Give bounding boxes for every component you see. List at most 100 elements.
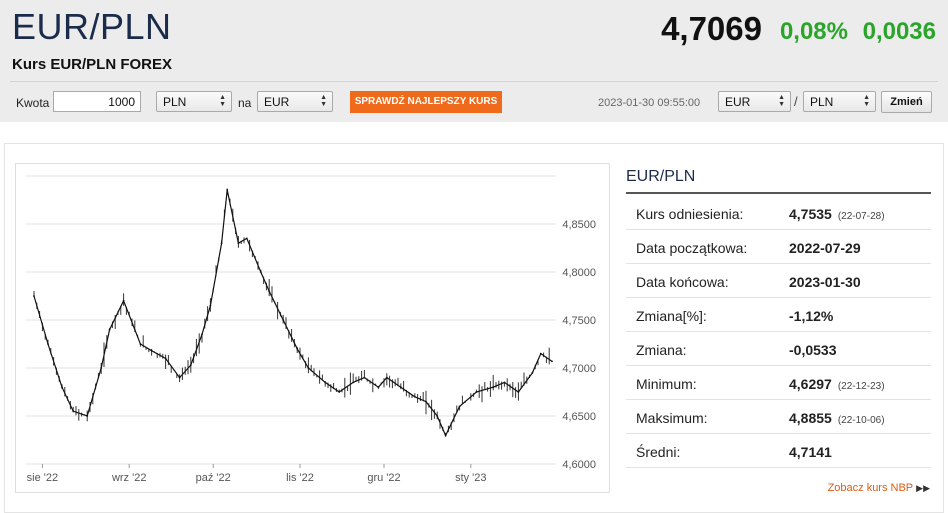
data-point — [296, 347, 299, 350]
page-subtitle: Kurs EUR/PLN FOREX — [12, 56, 173, 73]
stats-value-text: 4,6297 — [789, 376, 832, 392]
best-rate-button[interactable]: SPRAWDŹ NAJLEPSZY KURS — [350, 91, 502, 113]
pair-separator: / — [794, 94, 798, 109]
stats-label: Data początkowa: — [636, 240, 748, 256]
nbp-rate-link[interactable]: Zobacz kurs NBP ▶▶ — [828, 482, 930, 494]
data-point — [100, 367, 103, 369]
data-point — [164, 357, 167, 360]
x-tick-label: wrz '22 — [111, 472, 147, 484]
data-point — [259, 271, 262, 273]
data-point — [61, 386, 63, 389]
stats-title: EUR/PLN — [626, 168, 696, 185]
data-point — [237, 242, 240, 245]
nbp-link-text: Zobacz kurs NBP — [827, 482, 914, 494]
stats-value: 2023-01-30 — [789, 274, 861, 290]
amount-input[interactable]: 1000 — [53, 91, 141, 112]
stats-row-reference: Kurs odniesienia: 4,7535 (22-07-28) — [626, 196, 931, 230]
data-point — [324, 381, 327, 384]
data-point — [425, 400, 427, 403]
y-tick-label: 4,6500 — [562, 411, 596, 423]
stats-value: -0,0533 — [789, 342, 837, 358]
stats-label: Maksimum: — [636, 410, 708, 426]
chart-grid — [26, 175, 556, 465]
stats-label: Zmiana[%]: — [636, 308, 707, 324]
data-point — [150, 349, 153, 352]
data-point — [385, 376, 388, 379]
data-point — [492, 386, 495, 389]
stats-row-change: Zmiana: -0,0533 — [626, 332, 931, 366]
price-line — [33, 189, 553, 437]
data-point — [413, 395, 416, 398]
data-point — [539, 352, 542, 355]
x-tick-label: gru '22 — [367, 472, 400, 484]
select-arrows-icon: ▲ ▼ — [219, 94, 226, 108]
stats-value: 4,7535 (22-07-28) — [789, 206, 885, 222]
data-point — [201, 333, 203, 336]
data-point — [245, 237, 248, 240]
change-pair-button[interactable]: Zmień — [881, 91, 932, 113]
stats-value-text: 4,7535 — [789, 206, 832, 222]
stats-value: 2022-07-29 — [789, 240, 861, 256]
change-absolute: 0,0036 — [862, 18, 936, 45]
to-currency-select[interactable]: EUR ▲ ▼ — [257, 91, 333, 112]
stats-label: Zmiana: — [636, 342, 687, 358]
to-label: na — [238, 96, 252, 110]
data-point — [226, 189, 229, 191]
stats-value-text: 4,8855 — [789, 410, 832, 426]
data-point — [444, 434, 447, 437]
x-tick-label: paź '22 — [196, 472, 231, 484]
data-point — [352, 381, 355, 384]
x-tick-label: lis '22 — [286, 472, 314, 484]
amount-label: Kwota — [16, 96, 50, 110]
price-chart: 4,8500 4,8000 4,7500 4,7000 4,6500 4,6000 sie… — [26, 175, 596, 484]
data-point — [72, 410, 75, 413]
pair-from-value: EUR — [725, 95, 751, 109]
data-point — [47, 343, 49, 345]
stats-value: 4,8855 (22-10-06) — [789, 410, 885, 426]
x-axis: sie '22 wrz '22 paź '22 lis '22 gru '22 sty '… — [27, 464, 487, 484]
stats-row-maximum: Maksimum: 4,8855 (22-10-06) — [626, 400, 931, 434]
data-point — [475, 391, 478, 393]
stats-title-underline — [626, 192, 931, 194]
data-point — [86, 415, 89, 417]
pair-from-select[interactable]: EUR ▲ ▼ — [718, 91, 791, 112]
data-point — [268, 290, 271, 293]
data-point — [551, 360, 553, 363]
x-tick-label: sty '23 — [455, 472, 486, 484]
stats-row-average: Średni: 4,7141 — [626, 434, 931, 468]
data-point — [399, 386, 402, 389]
y-tick-label: 4,8000 — [562, 267, 596, 279]
current-rate: 4,7069 — [661, 10, 762, 47]
from-currency-select[interactable]: PLN ▲ ▼ — [156, 91, 232, 112]
header-bar: EUR/PLN Kurs EUR/PLN FOREX 4,7069 0,08% … — [0, 0, 948, 122]
data-point — [122, 299, 125, 302]
data-point — [517, 391, 520, 393]
chart-container: 4,8500 4,8000 4,7500 4,7000 4,6500 4,6000 sie… — [15, 163, 610, 493]
data-point — [503, 381, 506, 384]
data-point — [531, 371, 534, 374]
data-point — [363, 376, 366, 379]
y-tick-label: 4,6000 — [562, 459, 596, 471]
stats-value: 4,6297 (22-12-23) — [789, 376, 885, 392]
stats-value: 4,7141 — [789, 444, 832, 460]
data-point — [189, 364, 192, 366]
stats-row-minimum: Minimum: 4,6297 (22-12-23) — [626, 366, 931, 400]
to-currency-value: EUR — [264, 95, 290, 109]
double-arrow-icon: ▶▶ — [916, 483, 930, 493]
stats-label: Minimum: — [636, 376, 697, 392]
data-point — [307, 367, 310, 369]
select-arrows-icon: ▲ ▼ — [863, 94, 870, 108]
y-axis: 4,8500 4,8000 4,7500 4,7000 4,6500 4,6000 — [562, 219, 596, 471]
data-point — [209, 304, 212, 307]
chart-series — [33, 188, 553, 437]
pair-to-select[interactable]: PLN ▲ ▼ — [803, 91, 876, 112]
stats-row-end-date: Data końcowa: 2023-01-30 — [626, 264, 931, 298]
header-divider — [10, 81, 938, 82]
select-arrows-icon: ▲ ▼ — [320, 94, 327, 108]
page-title: EUR/PLN — [12, 6, 172, 47]
stats-label: Średni: — [636, 444, 681, 460]
data-point — [436, 415, 439, 417]
stats-row-start-date: Data początkowa: 2022-07-29 — [626, 230, 931, 264]
data-point — [139, 343, 142, 345]
data-point — [108, 328, 111, 331]
